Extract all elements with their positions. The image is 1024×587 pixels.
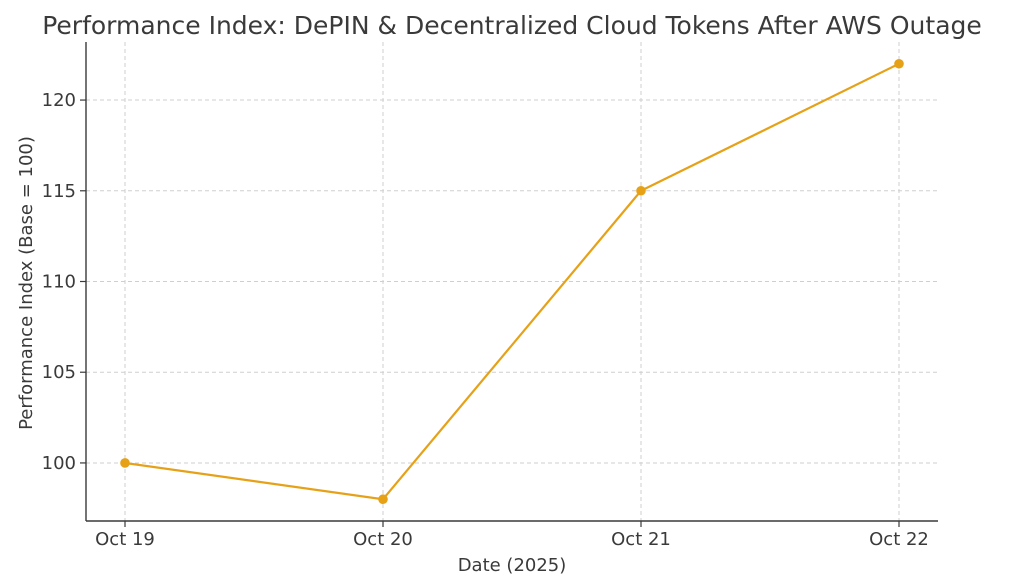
x-axis-label: Date (2025) (458, 555, 567, 576)
y-tick-label: 105 (42, 362, 76, 383)
chart-title: Performance Index: DePIN & Decentralized… (42, 11, 982, 40)
series (120, 58, 904, 505)
x-tick-label: Oct 21 (611, 529, 671, 550)
series-line (124, 62, 900, 501)
x-tick-label: Oct 20 (353, 529, 413, 550)
data-point (894, 58, 904, 69)
x-tick-label: Oct 19 (95, 529, 155, 550)
data-point (636, 185, 646, 196)
y-tick-label: 110 (42, 272, 76, 293)
data-point (378, 494, 388, 505)
y-tick-label: 120 (42, 90, 76, 111)
y-axis-label: Performance Index (Base = 100) (16, 136, 37, 430)
x-tick-label: Oct 22 (869, 529, 929, 550)
data-point (120, 458, 130, 468)
grid (86, 42, 938, 521)
y-tick-label: 115 (42, 181, 76, 202)
y-tick-label: 100 (42, 453, 76, 474)
ticks: Oct 19 Oct 20 Oct 21 Oct 22 100 105 110 115 120 (42, 90, 929, 550)
